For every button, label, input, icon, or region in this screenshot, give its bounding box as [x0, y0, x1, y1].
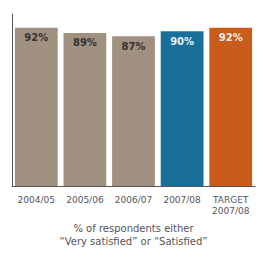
svg-text:2005/06: 2005/06 [66, 195, 104, 205]
svg-text:92%: 92% [219, 32, 243, 43]
svg-text:TARGET: TARGET [212, 195, 249, 205]
svg-text:90%: 90% [170, 36, 194, 47]
svg-text:87%: 87% [122, 41, 146, 52]
svg-text:2004/05: 2004/05 [18, 195, 55, 205]
svg-text:“Very satisfied” or “Satisfied: “Very satisfied” or “Satisfied” [60, 236, 208, 247]
svg-text:2007/08: 2007/08 [212, 206, 250, 216]
svg-text:92%: 92% [24, 32, 48, 43]
svg-text:% of respondents either: % of respondents either [73, 223, 194, 234]
svg-text:2006/07: 2006/07 [115, 195, 152, 205]
svg-text:2007/08: 2007/08 [163, 195, 201, 205]
svg-text:89%: 89% [73, 37, 97, 48]
